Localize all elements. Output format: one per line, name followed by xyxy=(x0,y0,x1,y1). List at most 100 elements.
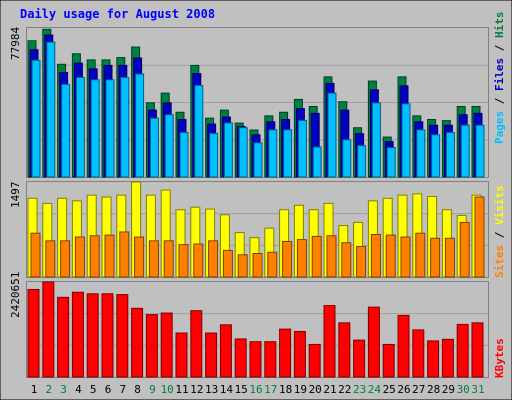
bar-kbytes-day-20 xyxy=(308,343,321,378)
day-label-15: 15 xyxy=(235,383,248,396)
bar-sites-day-28 xyxy=(430,237,441,278)
bar-pages-day-10 xyxy=(164,114,174,178)
visits-max-label: 1497 xyxy=(9,182,22,209)
bar-pages-day-9 xyxy=(149,117,159,178)
bar-pages-day-25 xyxy=(386,147,396,178)
bar-kbytes-day-14 xyxy=(219,324,232,378)
bar-sites-day-5 xyxy=(89,235,100,278)
bar-sites-day-12 xyxy=(193,243,204,278)
legend-sites: Sites xyxy=(493,245,506,278)
day-label-31: 31 xyxy=(471,383,484,396)
bar-sites-day-19 xyxy=(296,239,307,278)
day-label-14: 14 xyxy=(220,383,234,396)
legend-sep-1: / xyxy=(493,91,506,111)
day-label-26: 26 xyxy=(397,383,410,396)
bar-pages-day-24 xyxy=(371,102,381,178)
x-axis-labels: 1 2 3 4 5 6 7 8 9 10 11 12 13 14 15 16 17 18 19 20 21 22 23 24 2… xyxy=(31,383,485,396)
day-label-3: 3 xyxy=(60,383,67,396)
bar-pages-day-22 xyxy=(342,139,352,178)
bar-kbytes-day-27 xyxy=(412,329,425,378)
legend-kbytes: KBytes xyxy=(493,338,506,378)
bar-sites-day-14 xyxy=(222,249,233,278)
legend-hits: Hits xyxy=(493,12,506,39)
bar-sites-day-21 xyxy=(326,235,337,278)
bar-pages-day-15 xyxy=(238,127,248,178)
bar-sites-day-15 xyxy=(237,254,248,278)
bar-pages-day-2 xyxy=(46,41,56,178)
bar-kbytes-day-26 xyxy=(397,314,410,378)
bar-pages-day-28 xyxy=(431,134,441,178)
bar-sites-day-27 xyxy=(415,232,426,278)
bar-sites-day-9 xyxy=(148,240,159,278)
bar-sites-day-18 xyxy=(282,240,293,278)
bar-kbytes-day-31 xyxy=(471,322,484,378)
bar-pages-day-5 xyxy=(90,79,100,178)
day-label-20: 20 xyxy=(309,383,322,396)
bar-sites-day-25 xyxy=(385,234,396,278)
day-label-24: 24 xyxy=(368,383,382,396)
bar-kbytes-day-18 xyxy=(279,328,292,378)
day-label-5: 5 xyxy=(90,383,97,396)
bar-kbytes-day-30 xyxy=(456,323,469,378)
bar-sites-day-1 xyxy=(30,232,41,278)
bars xyxy=(27,28,485,378)
day-label-19: 19 xyxy=(294,383,307,396)
bar-pages-day-26 xyxy=(401,103,411,178)
legend-files: Files xyxy=(493,58,506,91)
bar-pages-day-6 xyxy=(105,79,115,178)
bar-pages-day-23 xyxy=(357,145,367,178)
bar-pages-day-27 xyxy=(416,129,426,178)
bar-kbytes-day-24 xyxy=(367,306,380,378)
day-label-25: 25 xyxy=(383,383,396,396)
bar-kbytes-day-10 xyxy=(160,312,173,378)
bar-pages-day-29 xyxy=(445,131,455,178)
day-label-27: 27 xyxy=(412,383,425,396)
bar-sites-day-26 xyxy=(400,236,411,278)
bar-sites-day-11 xyxy=(178,244,189,278)
day-label-1: 1 xyxy=(31,383,38,396)
legend-sites-visits: Sites / Visits xyxy=(493,185,506,278)
bar-kbytes-day-22 xyxy=(338,322,351,378)
legend-visits: Visits xyxy=(493,185,506,225)
day-label-4: 4 xyxy=(75,383,82,396)
bar-kbytes-day-6 xyxy=(101,293,114,378)
bar-pages-day-13 xyxy=(209,132,219,178)
panel-hits-frame xyxy=(26,27,489,178)
bar-kbytes-day-11 xyxy=(175,332,188,378)
bar-kbytes-day-9 xyxy=(145,314,158,378)
bar-sites-day-29 xyxy=(444,237,455,278)
bar-sites-day-2 xyxy=(45,240,56,278)
bar-sites-day-10 xyxy=(163,240,174,278)
day-label-28: 28 xyxy=(427,383,440,396)
bar-pages-day-31 xyxy=(475,124,485,178)
chart-title: Daily usage for August 2008 xyxy=(20,7,215,21)
bar-pages-day-18 xyxy=(283,129,293,178)
bar-kbytes-day-5 xyxy=(86,293,99,378)
bar-pages-day-12 xyxy=(194,84,204,178)
bar-sites-day-30 xyxy=(459,221,470,278)
day-label-21: 21 xyxy=(323,383,336,396)
day-label-6: 6 xyxy=(105,383,112,396)
bar-pages-day-1 xyxy=(31,59,41,178)
bar-sites-day-4 xyxy=(74,236,85,278)
bar-sites-day-16 xyxy=(252,253,263,278)
bar-pages-day-8 xyxy=(135,73,145,178)
day-label-17: 17 xyxy=(264,383,277,396)
bar-kbytes-day-8 xyxy=(131,307,144,378)
bar-pages-day-17 xyxy=(268,129,278,178)
day-label-16: 16 xyxy=(249,383,262,396)
bar-kbytes-day-7 xyxy=(116,294,129,378)
hits-max-label: 77984 xyxy=(9,27,22,60)
day-label-12: 12 xyxy=(190,383,203,396)
bar-kbytes-day-1 xyxy=(27,288,40,378)
bar-pages-day-4 xyxy=(75,76,85,178)
bar-sites-day-24 xyxy=(370,233,381,278)
bar-pages-day-19 xyxy=(297,119,307,178)
bar-kbytes-day-21 xyxy=(323,305,336,378)
bar-kbytes-day-29 xyxy=(441,338,454,378)
bar-pages-day-3 xyxy=(61,83,71,178)
bar-sites-day-13 xyxy=(208,240,219,278)
day-label-7: 7 xyxy=(119,383,126,396)
